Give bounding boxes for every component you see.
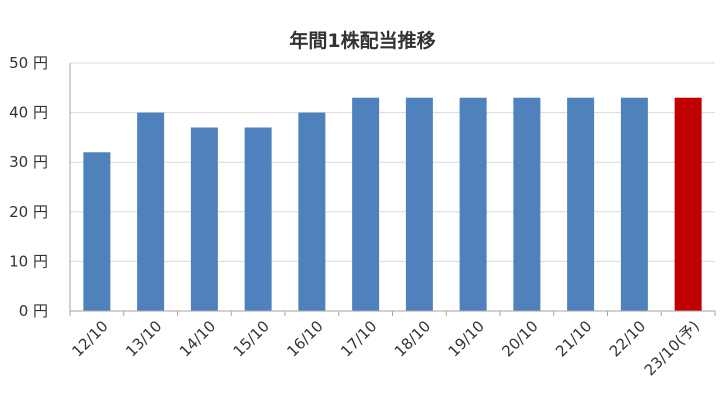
x-axis — [69, 63, 716, 316]
bar-21/10 — [567, 97, 595, 311]
x-tick-label: 23/10(予) — [641, 317, 703, 379]
bar-20/10 — [513, 97, 541, 311]
y-tick-label: 20 円 — [9, 203, 48, 221]
bar-22/10 — [620, 97, 648, 311]
x-tick-label: 15/10 — [230, 317, 273, 360]
chart-title: 年間1株配当推移 — [289, 30, 436, 52]
bar-19/10 — [459, 97, 487, 311]
bar-12/10 — [83, 152, 111, 311]
x-tick-label: 17/10 — [337, 317, 380, 360]
bar-15/10 — [244, 127, 272, 311]
x-tick-label: 16/10 — [283, 317, 326, 360]
gridlines — [70, 62, 715, 262]
y-tick-label: 30 円 — [9, 153, 48, 171]
y-axis-tick-labels: 0 円 10 円 20 円 30 円 40 円 50 円 — [9, 54, 48, 320]
y-tick-label: 50 円 — [9, 54, 48, 72]
bars — [83, 97, 702, 311]
x-tick-label: 19/10 — [445, 317, 488, 360]
y-tick-label: 10 円 — [9, 252, 48, 270]
bar-23/10(予) — [674, 97, 702, 311]
bar-18/10 — [405, 97, 433, 311]
x-tick-label: 14/10 — [176, 317, 219, 360]
x-tick-label: 22/10 — [606, 317, 649, 360]
x-tick-label: 13/10 — [122, 317, 165, 360]
bar-13/10 — [137, 112, 165, 311]
x-tick-label: 18/10 — [391, 317, 434, 360]
x-tick-label: 20/10 — [498, 317, 541, 360]
bar-16/10 — [298, 112, 326, 311]
y-tick-label: 40 円 — [9, 104, 48, 122]
x-tick-label: 21/10 — [552, 317, 595, 360]
x-axis-tick-labels: 12/10 13/10 14/10 15/10 16/10 17/10 18/10 19/10… — [68, 317, 703, 379]
bar-14/10 — [190, 127, 218, 311]
x-tick-label: 12/10 — [68, 317, 111, 360]
y-tick-label: 0 円 — [19, 302, 48, 320]
bar-17/10 — [352, 97, 380, 311]
